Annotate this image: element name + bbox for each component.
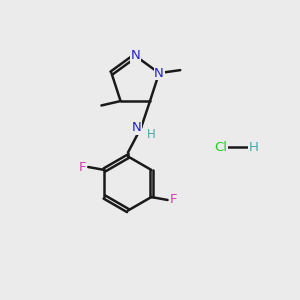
- Text: H: H: [249, 141, 259, 154]
- Text: F: F: [79, 160, 86, 173]
- Text: N: N: [132, 121, 142, 134]
- Text: F: F: [170, 194, 177, 206]
- Text: H: H: [147, 128, 156, 141]
- Text: Cl: Cl: [214, 141, 227, 154]
- Text: N: N: [154, 67, 164, 80]
- Text: N: N: [130, 49, 140, 62]
